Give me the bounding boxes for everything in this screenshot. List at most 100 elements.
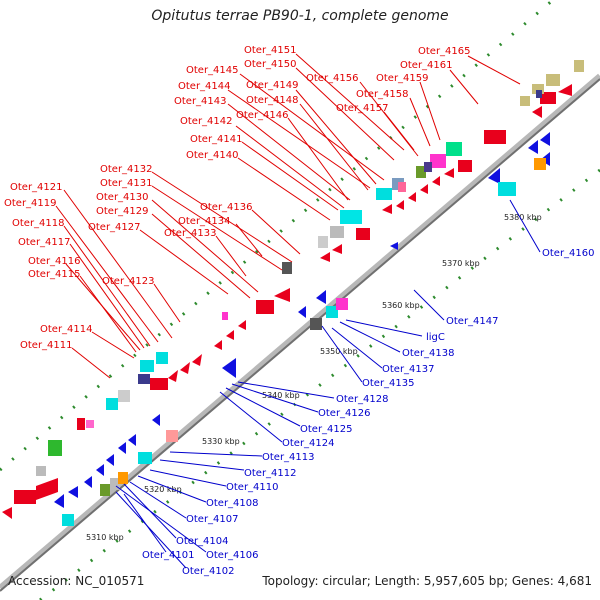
gene-block[interactable] [398, 182, 406, 192]
gene-arrow[interactable] [2, 507, 12, 519]
gene-arrow[interactable] [96, 464, 104, 476]
gene-block[interactable] [138, 452, 152, 464]
gene-block[interactable] [532, 84, 544, 94]
gene-label[interactable]: Oter_4101 [142, 550, 195, 561]
gene-arrow[interactable] [54, 494, 64, 508]
gene-block[interactable] [330, 226, 344, 238]
gene-block[interactable] [540, 92, 556, 104]
gene-label[interactable]: Oter_4125 [300, 424, 353, 435]
gene-label[interactable]: Oter_4160 [542, 248, 595, 259]
gene-label[interactable]: Oter_4158 [356, 89, 409, 100]
gene-block[interactable] [336, 298, 348, 310]
gene-block[interactable] [326, 306, 338, 318]
gene-block[interactable] [318, 236, 328, 248]
gene-arrow[interactable] [444, 168, 454, 178]
gene-label[interactable]: Oter_4159 [376, 73, 429, 84]
gene-block[interactable] [446, 142, 462, 156]
gene-block[interactable] [484, 130, 506, 144]
gene-label[interactable]: Oter_4123 [102, 276, 155, 287]
gene-block[interactable] [430, 154, 446, 168]
gene-label[interactable]: Oter_4124 [282, 438, 335, 449]
gene-arrow[interactable] [408, 192, 416, 202]
gene-block[interactable] [458, 160, 472, 172]
gene-label[interactable]: Oter_4141 [190, 134, 243, 145]
gene-label[interactable]: ligC [426, 332, 445, 343]
gene-label[interactable]: Oter_4135 [362, 378, 415, 389]
gene-label[interactable]: Oter_4115 [28, 269, 81, 280]
gene-block[interactable] [118, 472, 128, 484]
gene-label[interactable]: Oter_4157 [336, 103, 389, 114]
gene-label[interactable]: Oter_4102 [182, 566, 235, 577]
gene-arrow[interactable] [390, 242, 398, 250]
gene-arrow[interactable] [316, 290, 326, 304]
gene-arrow[interactable] [226, 330, 234, 340]
gene-label[interactable]: Oter_4151 [244, 45, 297, 56]
gene-arrow[interactable] [238, 320, 246, 330]
gene-label[interactable]: Oter_4107 [186, 514, 239, 525]
gene-label[interactable]: Oter_4138 [402, 348, 455, 359]
gene-label[interactable]: Oter_4144 [178, 81, 231, 92]
gene-label[interactable]: Oter_4165 [418, 46, 471, 57]
gene-block[interactable] [310, 318, 322, 330]
gene-block[interactable] [118, 390, 130, 402]
gene-block[interactable] [106, 398, 118, 410]
gene-block[interactable] [100, 484, 110, 496]
gene-label[interactable]: Oter_4143 [174, 96, 227, 107]
gene-block[interactable] [376, 188, 392, 200]
gene-block[interactable] [256, 300, 274, 314]
gene-arrow[interactable] [396, 200, 404, 210]
gene-arrow[interactable] [168, 370, 178, 382]
gene-label[interactable]: Oter_4126 [318, 408, 371, 419]
gene-block[interactable] [424, 162, 432, 172]
gene-label[interactable]: Oter_4156 [306, 73, 359, 84]
gene-block[interactable] [77, 418, 85, 430]
gene-arrow[interactable] [68, 486, 78, 498]
gene-block[interactable] [48, 440, 62, 456]
gene-label[interactable]: Oter_4150 [244, 59, 297, 70]
gene-arrow[interactable] [192, 354, 202, 366]
gene-label[interactable]: Oter_4130 [96, 192, 149, 203]
gene-label[interactable]: Oter_4131 [100, 178, 153, 189]
gene-block[interactable] [14, 490, 36, 504]
gene-arrow[interactable] [298, 306, 306, 318]
gene-label[interactable]: Oter_4117 [18, 237, 71, 248]
gene-block[interactable] [520, 96, 530, 106]
gene-label[interactable]: Oter_4149 [246, 80, 299, 91]
gene-arrow[interactable] [382, 204, 392, 214]
gene-block[interactable] [110, 478, 120, 490]
gene-block[interactable] [536, 90, 542, 98]
gene-block[interactable] [546, 74, 560, 86]
gene-arrow[interactable] [332, 244, 342, 254]
gene-label[interactable]: Oter_4148 [246, 95, 299, 106]
gene-label[interactable]: Oter_4134 [178, 216, 231, 227]
gene-arrow[interactable] [540, 132, 550, 146]
gene-label[interactable]: Oter_4121 [10, 182, 63, 193]
gene-arrow[interactable] [214, 340, 222, 350]
gene-block[interactable] [356, 228, 370, 240]
gene-label[interactable]: Oter_4129 [96, 206, 149, 217]
gene-block[interactable] [62, 514, 74, 526]
gene-arrow[interactable] [420, 184, 428, 194]
gene-label[interactable]: Oter_4114 [40, 324, 93, 335]
gene-block[interactable] [574, 60, 584, 72]
gene-label[interactable]: Oter_4116 [28, 256, 81, 267]
gene-block[interactable] [86, 420, 94, 428]
gene-label[interactable]: Oter_4146 [236, 110, 289, 121]
gene-label[interactable]: Oter_4106 [206, 550, 259, 561]
gene-label[interactable]: Oter_4147 [446, 316, 499, 327]
gene-arrow[interactable] [118, 442, 126, 454]
gene-label[interactable]: Oter_4132 [100, 164, 153, 175]
gene-label[interactable]: Oter_4161 [400, 60, 453, 71]
gene-label[interactable]: Oter_4104 [176, 536, 229, 547]
gene-block[interactable] [166, 430, 178, 442]
gene-arrow[interactable] [320, 252, 330, 262]
gene-block[interactable] [156, 352, 168, 364]
gene-arrow[interactable] [274, 288, 290, 302]
gene-label[interactable]: Oter_4110 [226, 482, 279, 493]
gene-label[interactable]: Oter_4137 [382, 364, 435, 375]
gene-arrow[interactable] [106, 454, 114, 466]
gene-block[interactable] [534, 158, 546, 170]
gene-arrow[interactable] [222, 358, 236, 378]
gene-block[interactable] [416, 166, 426, 178]
gene-arrow[interactable] [180, 362, 190, 374]
